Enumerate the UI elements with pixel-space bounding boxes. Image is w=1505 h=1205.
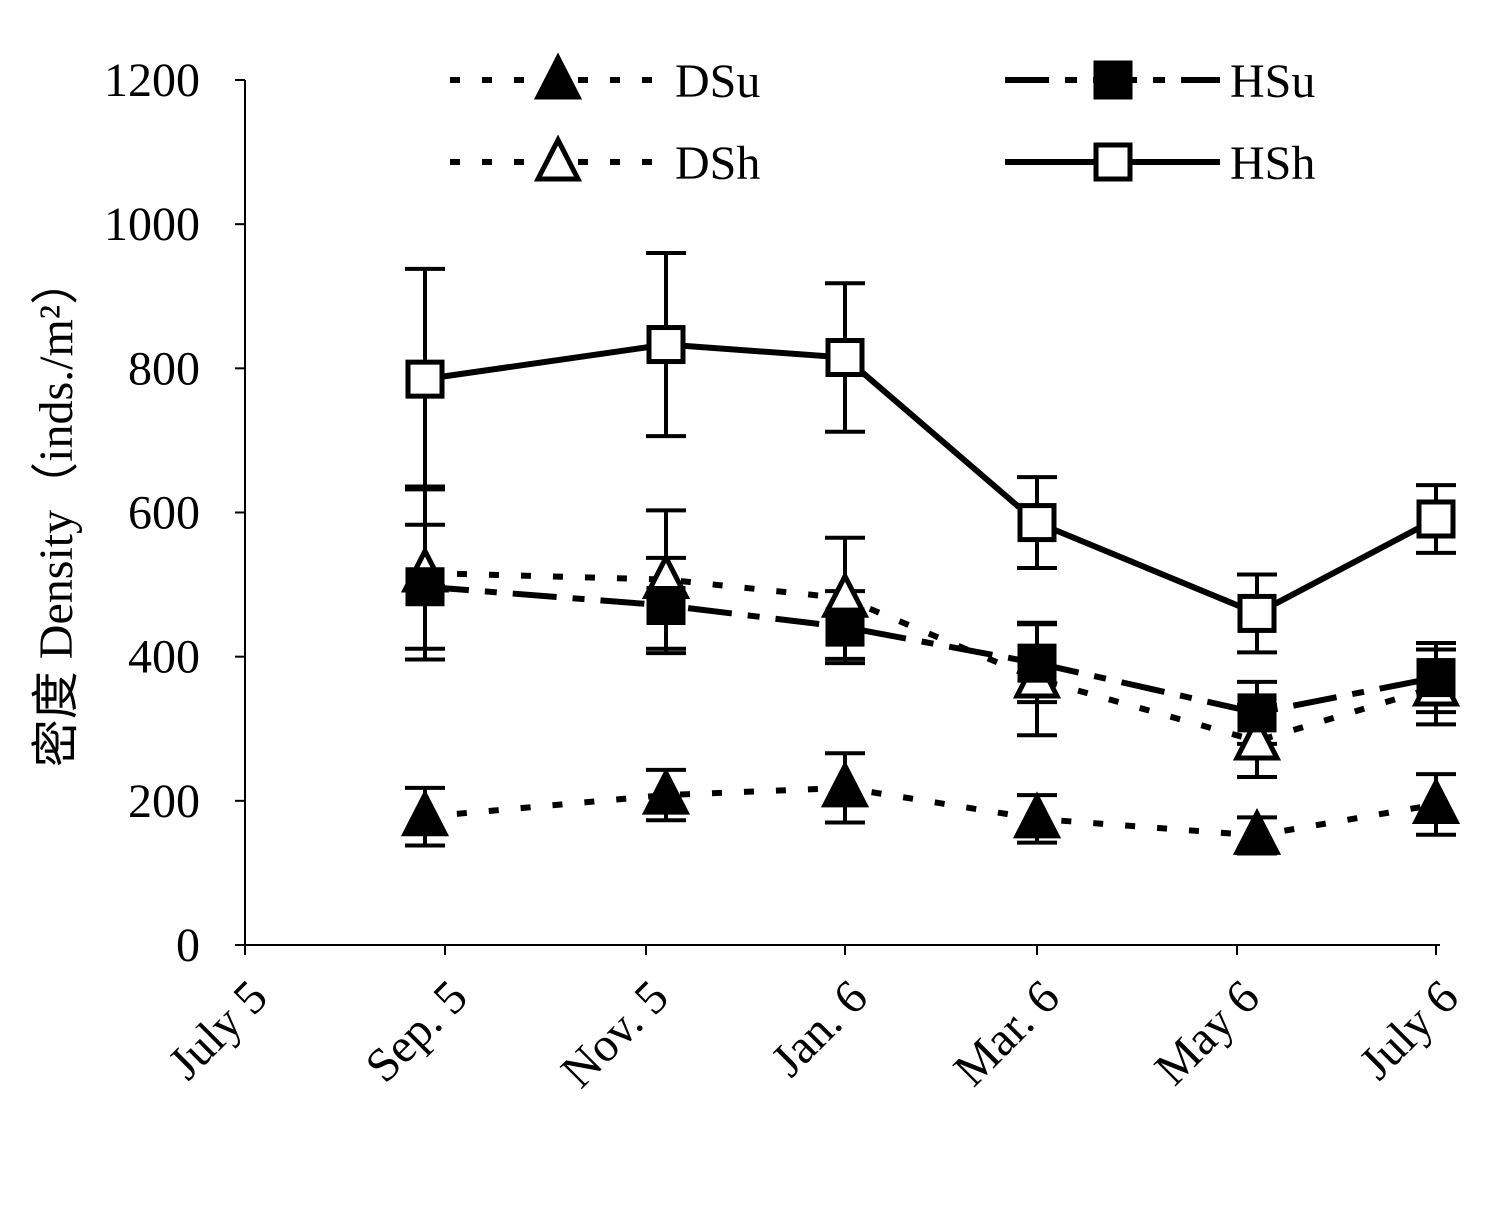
data-point-HSh xyxy=(825,338,865,378)
series-HSh xyxy=(405,251,1456,655)
legend-item-DSu: DSu xyxy=(450,52,760,108)
y-tick-label: 0 xyxy=(176,919,200,972)
legend-marker-HSu xyxy=(1093,60,1133,100)
data-point-HSu xyxy=(1017,643,1057,683)
legend-item-HSh: HSh xyxy=(1005,137,1315,190)
legend-label-HSh: HSh xyxy=(1230,137,1315,190)
markers-HSu xyxy=(405,567,1456,733)
legend-item-DSh: DSh xyxy=(450,134,760,190)
y-tick-label: 1200 xyxy=(104,54,200,107)
data-point-DSu xyxy=(641,767,691,815)
legend-label-DSh: DSh xyxy=(675,137,760,190)
legend-marker-DSh xyxy=(533,134,583,182)
legend: DSu HSu DSh HSh xyxy=(450,52,1315,190)
y-tick-label: 200 xyxy=(128,775,200,828)
data-point-DSu xyxy=(1411,776,1461,824)
data-point-HSu xyxy=(1237,693,1277,733)
y-tick-label: 1000 xyxy=(104,198,200,251)
series-line-DSh xyxy=(424,570,1437,745)
markers-DSu xyxy=(400,760,1461,855)
x-tick-label: May 6 xyxy=(1145,970,1270,1095)
markers-HSh xyxy=(405,325,1456,633)
data-point-HSh xyxy=(405,359,445,399)
series-DSh xyxy=(405,484,1456,780)
data-point-HSu xyxy=(1416,658,1456,698)
y-tick-label: 400 xyxy=(128,631,200,684)
data-point-HSu xyxy=(646,585,686,625)
data-point-HSh xyxy=(1017,503,1057,543)
x-tick-label: July 6 xyxy=(1349,970,1469,1090)
data-point-HSh xyxy=(1237,593,1277,633)
y-tick-label: 600 xyxy=(128,487,200,540)
series-layer xyxy=(400,251,1461,856)
series-DSu xyxy=(405,751,1456,856)
legend-item-HSu: HSu xyxy=(1005,55,1315,108)
data-point-HSu xyxy=(405,567,445,607)
x-tick-label: Sep. 5 xyxy=(355,970,477,1092)
data-point-DSh xyxy=(1232,713,1282,761)
legend-label-HSu: HSu xyxy=(1230,55,1315,108)
data-point-DSu xyxy=(1232,807,1282,855)
y-axis-label: 密度 Density（inds./m²） xyxy=(30,257,83,767)
legend-marker-HSh xyxy=(1093,142,1133,182)
data-point-DSu xyxy=(400,789,450,837)
x-tick-label: July 5 xyxy=(158,970,278,1090)
x-tick-label: Nov. 5 xyxy=(551,970,679,1098)
series-line-DSu xyxy=(424,784,1437,839)
data-point-DSu xyxy=(820,760,870,808)
data-point-HSh xyxy=(1416,499,1456,539)
series-line-HSh xyxy=(424,341,1438,617)
data-point-HSh xyxy=(646,325,686,365)
legend-marker-DSu xyxy=(533,52,583,100)
x-tick-label: Mar. 6 xyxy=(944,970,1070,1096)
y-tick-label: 800 xyxy=(128,342,200,395)
data-point-HSu xyxy=(825,607,865,647)
x-tick-label: Jan. 6 xyxy=(761,970,878,1087)
legend-label-DSu: DSu xyxy=(675,55,760,108)
series-line-HSu xyxy=(424,583,1437,716)
data-point-DSu xyxy=(1012,791,1062,839)
